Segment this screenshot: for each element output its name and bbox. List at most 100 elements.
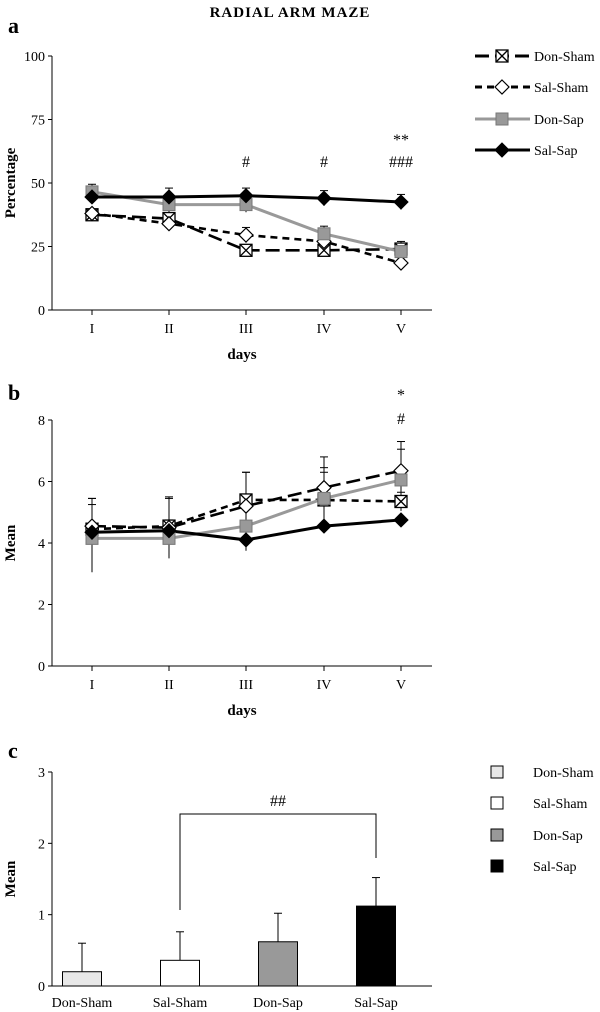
legend-swatch-don-sap [490, 828, 504, 842]
point-don-sap-v [394, 473, 408, 487]
legend-swatch-sal-sham [490, 796, 504, 810]
panel-b-y-tick-label: 6 [38, 476, 45, 491]
point-sal-sap-iv [316, 518, 332, 534]
panel-c: c 0 1 2 3 Don-Sham Sal-Sham Don-Sap Sal-Sap Mean #… [3, 738, 594, 1011]
panel-b-y-tick-label: 8 [38, 414, 45, 429]
x-tick-label-i: I [90, 322, 95, 337]
panel-a-y-tick-label: 50 [31, 177, 45, 192]
legend-item-don-sap: Don-Sap [475, 112, 584, 128]
panel-a-y-tick-label: 0 [38, 304, 45, 319]
point-sal-sap-v [393, 194, 409, 210]
x-tick-label-iii: III [239, 322, 253, 337]
legend-item-sal-sap: Sal-Sap [475, 142, 578, 159]
legend-item-don-sham: Don-Sham [475, 49, 595, 65]
annotation-iv: # [320, 154, 328, 171]
panel-b-y-tick-label: 0 [38, 660, 45, 675]
panel-c-y-tick-label: 2 [38, 837, 45, 852]
point-sal-sap-v [393, 512, 409, 528]
x-tick-label-ii: II [164, 678, 174, 693]
point-sal-sap-ii [161, 189, 177, 205]
point-don-sap-iii [239, 519, 253, 533]
panel-c-y-tick-label: 1 [38, 909, 45, 924]
x-tick-label-don-sap: Don-Sap [253, 996, 303, 1011]
bar-don-sap [258, 941, 298, 987]
point-sal-sap-ii [161, 522, 177, 539]
legend-label-sal-sham: Sal-Sham [534, 81, 589, 96]
panel-letter-a: a [8, 13, 19, 38]
series-line-sal-sham [91, 212, 402, 265]
legend-swatch-don-sham [490, 765, 504, 779]
y-axis-label: Mean [3, 524, 19, 561]
point-sal-sham-iii [238, 227, 254, 243]
legend-label-sal-sap: Sal-Sap [533, 860, 577, 875]
annotation-v: ** [393, 132, 409, 149]
figure-title: RADIAL ARM MAZE [210, 5, 371, 21]
point-sal-sham-iii [238, 498, 254, 514]
x-tick-label-iv: IV [317, 678, 332, 693]
x-tick-label-iii: III [239, 678, 253, 693]
x-tick-label-v: V [396, 322, 406, 337]
annotation-v: # [397, 411, 405, 428]
legend-label-sal-sap: Sal-Sap [534, 144, 578, 159]
point-sal-sap-iii [238, 532, 254, 548]
annotation-v: * [397, 387, 405, 404]
y-axis-label: Mean [3, 860, 19, 897]
x-tick-label-i: I [90, 678, 95, 693]
bar-sal-sap [356, 905, 396, 987]
legend-label-don-sap: Don-Sap [534, 113, 584, 128]
legend-item-sal-sap: Sal-Sap [490, 859, 577, 875]
x-axis-label: days [227, 347, 256, 363]
point-sal-sham-v [393, 255, 409, 271]
point-sal-sap-iii [238, 187, 254, 204]
annotation-v: ### [389, 154, 413, 171]
legend-item-sal-sham: Sal-Sham [475, 79, 589, 96]
panel-b-y-tick-label: 4 [38, 537, 45, 552]
legend-label-don-sap: Don-Sap [533, 829, 583, 844]
x-tick-label-ii: II [164, 322, 174, 337]
point-sal-sham-i [84, 205, 100, 222]
x-axis-label: days [227, 703, 256, 719]
panel-b-y-tick-label: 2 [38, 599, 45, 614]
x-tick-label-iv: IV [317, 322, 332, 337]
legend-label-sal-sham: Sal-Sham [533, 797, 588, 812]
bar-sal-sham [160, 959, 200, 987]
point-sal-sap-iv [316, 190, 332, 206]
bracket-label: ## [270, 793, 286, 810]
legend-item-sal-sham: Sal-Sham [490, 796, 588, 812]
panel-a-y-tick-label: 75 [31, 114, 45, 129]
point-don-sham-iv-cross-b [317, 243, 331, 257]
point-don-sap-iv [317, 491, 331, 505]
x-tick-label-don-sham: Don-Sham [52, 996, 113, 1011]
annotation-iii: # [242, 154, 250, 171]
panel-letter-b: b [8, 380, 20, 405]
legend-marker-don-sap [495, 112, 509, 126]
panel-c-y-tick-label: 0 [38, 980, 45, 995]
legend-marker-sal-sham [494, 79, 510, 95]
legend-item-don-sap: Don-Sap [490, 828, 583, 844]
point-don-sham-iii-cross-b [239, 243, 253, 257]
point-sal-sap-i [84, 524, 100, 540]
point-don-sap-iv [317, 227, 331, 241]
legend-item-don-sham: Don-Sham [490, 765, 594, 781]
point-sal-sham-ii [161, 215, 177, 232]
point-don-sham-v-cross-b [394, 495, 408, 508]
legend-label-don-sham: Don-Sham [533, 766, 594, 781]
legend-swatch-sal-sap [490, 859, 504, 873]
panel-a-y-tick-label: 25 [31, 241, 45, 256]
series-line-sal-sham [91, 469, 402, 529]
x-tick-label-sal-sham: Sal-Sham [153, 996, 208, 1011]
legend-marker-don-sham-cross-b [495, 49, 509, 63]
x-tick-label-v: V [396, 678, 406, 693]
bar-don-sham [62, 971, 102, 987]
y-axis-label: Percentage [3, 147, 19, 218]
point-sal-sap-i [84, 189, 100, 205]
significance-bracket [179, 813, 377, 910]
panel-a-y-tick-label: 100 [24, 50, 45, 65]
point-don-sap-v [394, 245, 408, 259]
panel-letter-c: c [8, 738, 18, 763]
legend-label-don-sham: Don-Sham [534, 50, 595, 65]
legend-marker-sal-sap [494, 142, 510, 158]
